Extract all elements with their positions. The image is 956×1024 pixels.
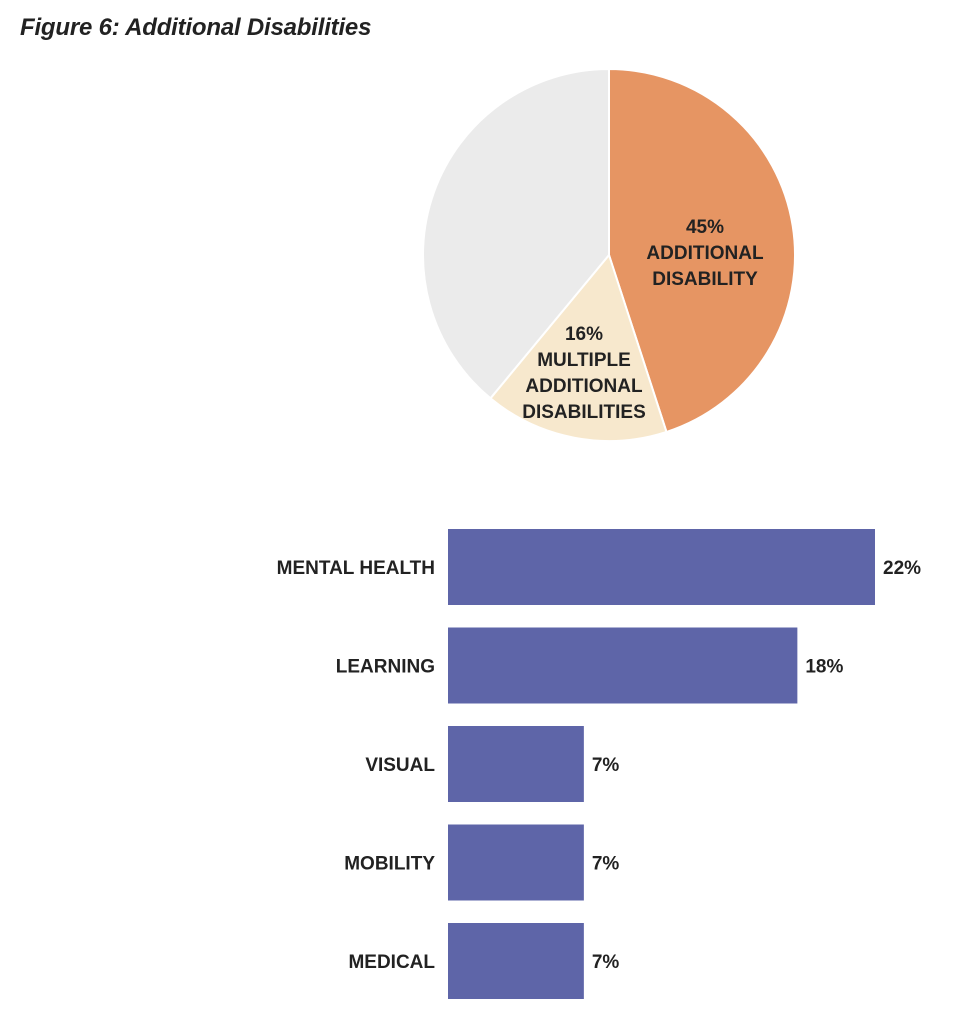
bar-category-label: LEARNING xyxy=(336,657,435,678)
pie-slice-percent-label: 45% xyxy=(686,217,724,238)
pie-slice-category-label: ADDITIONAL xyxy=(525,376,643,397)
figure-title: Figure 6: Additional Disabilities xyxy=(20,14,372,41)
bar xyxy=(448,627,798,704)
bar-category-label: VISUAL xyxy=(365,755,435,776)
bar xyxy=(448,824,584,901)
bar-category-label: MENTAL HEALTH xyxy=(277,558,435,579)
pie-slice xyxy=(422,67,610,400)
bar-value-label: 7% xyxy=(592,952,620,973)
bar-category-label: MOBILITY xyxy=(344,854,435,875)
pie-slice-category-label: ADDITIONAL xyxy=(646,243,764,264)
bar-value-label: 7% xyxy=(592,755,620,776)
pie-slice-category-label: MULTIPLE xyxy=(537,350,631,371)
bar xyxy=(448,923,584,999)
pie-slice xyxy=(489,252,668,442)
pie-slice xyxy=(608,67,796,434)
bar-value-label: 22% xyxy=(883,558,921,579)
pie-slice-percent-label: 16% xyxy=(565,324,603,345)
pie-slice-category-label: DISABILITY xyxy=(652,269,758,290)
bar-value-label: 18% xyxy=(805,657,843,678)
bar-value-label: 7% xyxy=(592,854,620,875)
bar-category-label: MEDICAL xyxy=(348,952,435,973)
pie-chart: 45% ADDITIONAL DISABILITY 16% MULTIPLE ADDITI… xyxy=(422,67,796,442)
pie-slice-category-label: DISABILITIES xyxy=(522,402,646,423)
bar xyxy=(448,726,584,802)
bar xyxy=(448,529,875,605)
